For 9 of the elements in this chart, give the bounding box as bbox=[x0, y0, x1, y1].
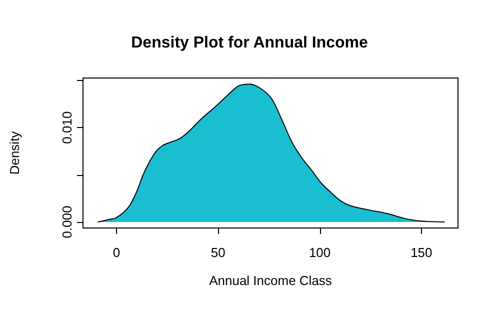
x-tick-label: 100 bbox=[308, 245, 331, 260]
y-axis-title: Density bbox=[7, 130, 22, 175]
y-tick-label: 0.010 bbox=[60, 111, 74, 144]
x-tick-label: 50 bbox=[210, 245, 226, 260]
y-tick-label: 0.000 bbox=[60, 206, 74, 238]
x-tick-label: 150 bbox=[410, 245, 432, 260]
chart-title: Density Plot for Annual Income bbox=[131, 34, 368, 52]
x-axis-title: Annual Income Class bbox=[209, 273, 332, 288]
x-tick-label: 0 bbox=[112, 245, 120, 260]
